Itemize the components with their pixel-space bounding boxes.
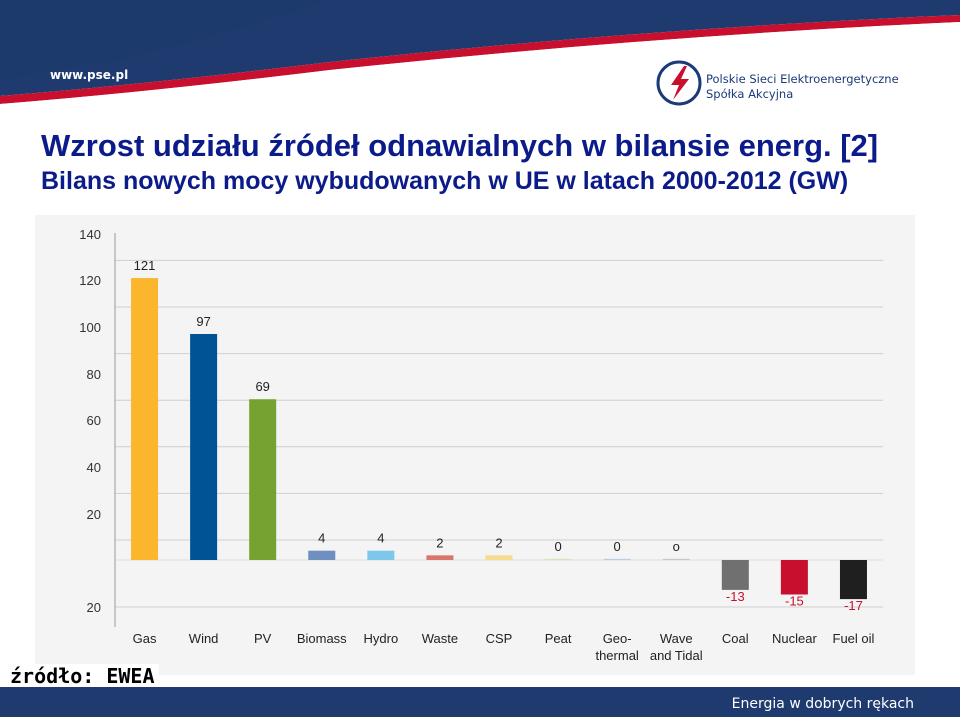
y-tick-label: 20: [87, 600, 101, 615]
y-tick-label: 20: [87, 507, 101, 522]
category-label: Wave: [660, 631, 693, 646]
category-label: PV: [254, 631, 272, 646]
y-tick-label: 60: [87, 413, 101, 428]
category-label: and Tidal: [650, 648, 703, 663]
category-label: Wind: [189, 631, 219, 646]
pse-lightning-logo-icon: [656, 60, 702, 106]
data-label: 2: [436, 535, 443, 550]
data-label: 0: [554, 539, 561, 554]
footer-tagline: Energia w dobrych rękach: [731, 696, 914, 712]
data-label: 97: [196, 314, 210, 329]
bar: [367, 550, 395, 560]
data-label: -15: [785, 594, 804, 609]
bar: [721, 560, 749, 590]
bar: [131, 278, 159, 560]
page-subtitle: Bilans nowych mocy wybudowanych w UE w l…: [41, 167, 849, 195]
category-label: Peat: [545, 631, 572, 646]
data-label: 69: [255, 379, 269, 394]
y-tick-label: 140: [79, 227, 101, 242]
bar: [426, 555, 454, 560]
chart-panel: [35, 215, 915, 675]
data-label: 121: [134, 258, 156, 273]
category-label: Biomass: [297, 631, 347, 646]
bar: [544, 558, 572, 560]
data-label: o: [673, 539, 680, 554]
bar: [249, 399, 277, 560]
bar: [780, 560, 808, 595]
bar-chart: 1401201008060402020121Gas97Wind69PV4Biom…: [79, 227, 883, 663]
data-label: 2: [495, 535, 502, 550]
bar: [839, 560, 867, 600]
y-tick-label: 120: [79, 273, 101, 288]
category-label: Gas: [133, 631, 157, 646]
y-tick-label: 80: [87, 367, 101, 382]
header-band: [0, 0, 960, 120]
bar: [485, 555, 513, 560]
category-label: Geo-: [603, 631, 632, 646]
bar: [190, 333, 218, 560]
y-tick-label: 100: [79, 320, 101, 335]
data-label: -13: [726, 589, 745, 604]
y-tick-label: 40: [87, 460, 101, 475]
site-url[interactable]: www.pse.pl: [50, 68, 129, 82]
category-label: Coal: [722, 631, 749, 646]
page-title: Wzrost udziału źródeł odnawialnych w bil…: [41, 128, 879, 163]
category-label: thermal: [595, 648, 638, 663]
data-label: -17: [844, 598, 863, 613]
company-name: Polskie Sieci Elektroenergetyczne: [706, 72, 899, 86]
data-label: 4: [318, 531, 325, 546]
category-label: CSP: [486, 631, 513, 646]
category-label: Fuel oil: [833, 631, 875, 646]
source-label: źródło: EWEA: [8, 664, 159, 688]
bar: [662, 558, 690, 560]
category-label: Hydro: [364, 631, 399, 646]
bar: [308, 550, 336, 560]
category-label: Nuclear: [772, 631, 817, 646]
data-label: 4: [377, 531, 384, 546]
category-label: Waste: [422, 631, 458, 646]
bar: [603, 558, 631, 560]
data-label: 0: [614, 539, 621, 554]
company-name-suffix: Spółka Akcyjna: [706, 87, 794, 101]
footer-bar: Energia w dobrych rękach: [0, 687, 960, 717]
